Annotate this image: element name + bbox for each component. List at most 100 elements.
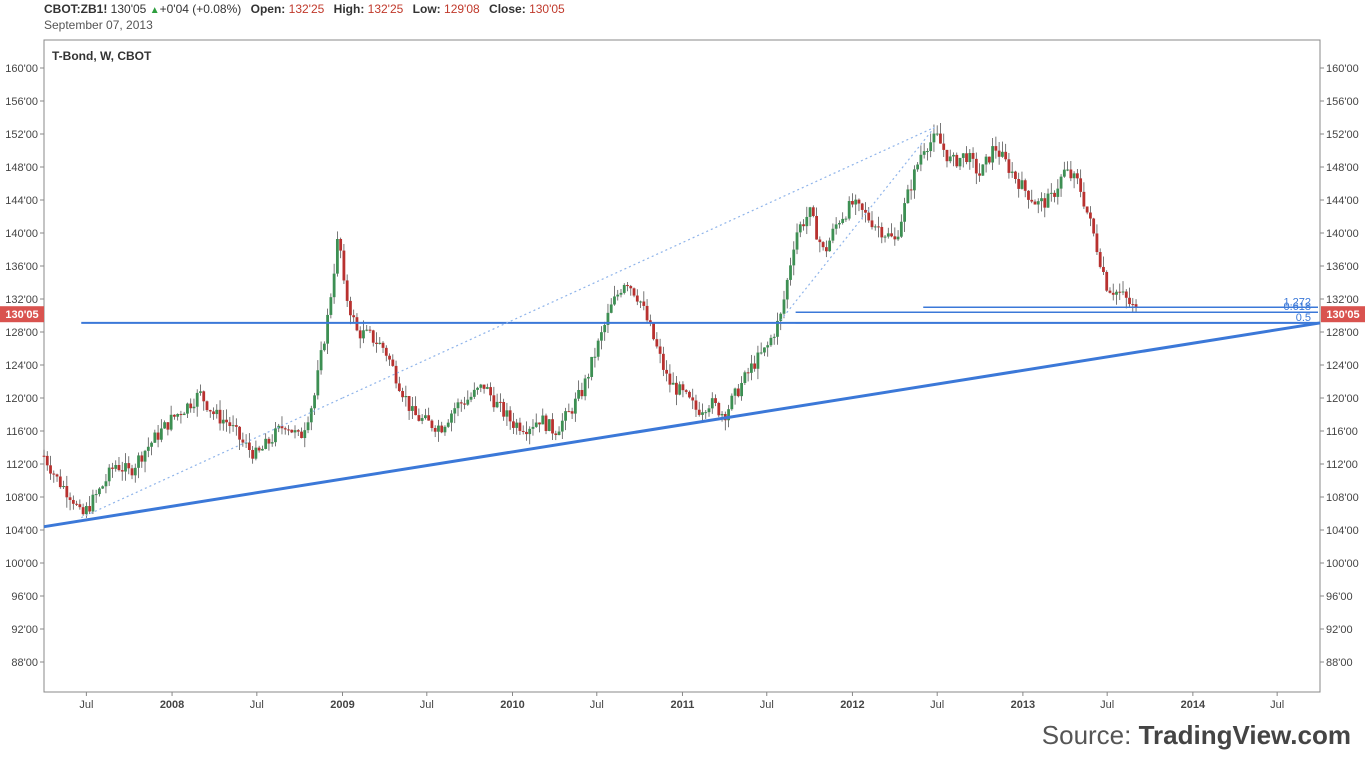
- y-tick-label-left: 120'00: [5, 393, 38, 405]
- candle-down: [127, 463, 131, 469]
- candle-down: [965, 153, 968, 163]
- support-trendline[interactable]: [43, 321, 1321, 529]
- candle-down: [401, 390, 404, 398]
- candle-down: [280, 425, 284, 429]
- candle-down: [580, 389, 584, 397]
- candle-up: [922, 151, 926, 155]
- candle-up: [896, 236, 900, 240]
- low-value: 129'08: [444, 2, 480, 16]
- candle-down: [1124, 291, 1128, 298]
- candle-down: [851, 201, 854, 205]
- candle-up: [332, 273, 336, 298]
- candle-down: [668, 373, 672, 385]
- candle-down: [538, 422, 541, 425]
- candle-up: [678, 384, 682, 395]
- candle-down: [893, 236, 897, 240]
- y-axis-right[interactable]: 160'00 156'00 152'00 148'00 144'00 140'00 136'…: [1320, 63, 1359, 669]
- candle-down: [397, 383, 401, 391]
- candle-up: [1056, 188, 1060, 197]
- y-tick-label-right: 132'00: [1326, 294, 1359, 306]
- y-tick-label-left: 140'00: [5, 228, 38, 240]
- y-tick-label-right: 96'00: [1326, 591, 1353, 603]
- candle-up: [469, 396, 473, 400]
- candle-down: [407, 395, 411, 411]
- candle-up: [560, 420, 564, 432]
- y-tick-label-left: 108'00: [5, 492, 38, 504]
- candle-up: [961, 153, 965, 158]
- candle-down: [1014, 171, 1017, 179]
- candle-down: [42, 455, 46, 457]
- x-tick-label: Jul: [590, 699, 604, 711]
- y-tick-label-right: 104'00: [1326, 525, 1359, 537]
- candle-up: [199, 391, 202, 393]
- candle-down: [78, 504, 82, 508]
- candle-down: [1004, 151, 1008, 160]
- candle-down: [955, 154, 959, 167]
- candle-up: [1115, 291, 1118, 295]
- candle-up: [903, 203, 907, 222]
- candle-up: [932, 133, 936, 143]
- x-tick-label: Jul: [1100, 699, 1114, 711]
- candle-up: [763, 347, 766, 353]
- candle-up: [335, 239, 339, 274]
- y-tick-label-left: 132'00: [5, 294, 38, 306]
- source-prefix: Source:: [1041, 720, 1139, 750]
- candle-up: [792, 249, 796, 266]
- price-tags: 130'05 130'05: [0, 306, 1365, 323]
- candle-up: [192, 406, 196, 409]
- x-axis[interactable]: Jul 2008 Jul 2009 Jul 2010 Jul 2011 Jul 2012 Jul 20…: [79, 692, 1284, 711]
- candle-down: [88, 506, 92, 512]
- candle-up: [443, 426, 447, 433]
- candle-up: [365, 329, 369, 331]
- candle-up: [437, 425, 440, 432]
- symbol-header: CBOT:ZB1! 130'05 ▲+0'04 (+0.08%) Open: 1…: [44, 2, 565, 18]
- candle-up: [926, 151, 929, 153]
- y-tick-label-right: 136'00: [1326, 261, 1359, 273]
- price-tag-left: [0, 306, 44, 323]
- candle-down: [815, 215, 818, 240]
- candle-down: [652, 323, 655, 340]
- candle-up: [743, 372, 747, 383]
- candle-up: [362, 330, 365, 339]
- candle-up: [805, 216, 809, 227]
- candle-down: [877, 226, 880, 228]
- candle-up: [495, 401, 499, 408]
- plot-area[interactable]: [43, 39, 1321, 693]
- fib-dotted-line[interactable]: [780, 127, 935, 320]
- candle-up: [456, 402, 460, 409]
- symbol-name[interactable]: CBOT:ZB1!: [44, 2, 108, 16]
- candle-down: [234, 425, 238, 427]
- x-tick-label: 2010: [500, 699, 524, 711]
- candle-up: [182, 413, 186, 416]
- candle-down: [736, 388, 740, 397]
- y-tick-label-left: 116'00: [6, 426, 38, 438]
- candle-down: [156, 432, 160, 440]
- x-tick-label: Jul: [930, 699, 944, 711]
- candle-down: [358, 330, 362, 339]
- chart-title: T-Bond, W, CBOT: [52, 49, 152, 63]
- candle-up: [322, 343, 326, 351]
- x-tick-label: 2014: [1181, 699, 1206, 711]
- candle-down: [890, 233, 893, 237]
- candle-up: [215, 409, 219, 415]
- candle-up: [785, 279, 789, 300]
- y-tick-label-right: 160'00: [1326, 63, 1359, 75]
- candle-up: [479, 384, 483, 388]
- candle-up: [410, 406, 414, 411]
- fib-dotted-line[interactable]: [342, 126, 935, 399]
- candle-down: [1043, 198, 1047, 208]
- candle-down: [717, 403, 721, 416]
- candle-down: [1095, 233, 1099, 253]
- candle-down: [867, 212, 871, 221]
- candle-down: [1085, 206, 1089, 213]
- candle-down: [997, 150, 1001, 157]
- candle-up: [733, 388, 737, 396]
- candle-down: [502, 401, 506, 417]
- candle-up: [472, 389, 476, 397]
- candle-up: [114, 465, 118, 469]
- candle-up: [1059, 176, 1063, 189]
- candle-up: [485, 387, 489, 389]
- candle-down: [632, 288, 636, 296]
